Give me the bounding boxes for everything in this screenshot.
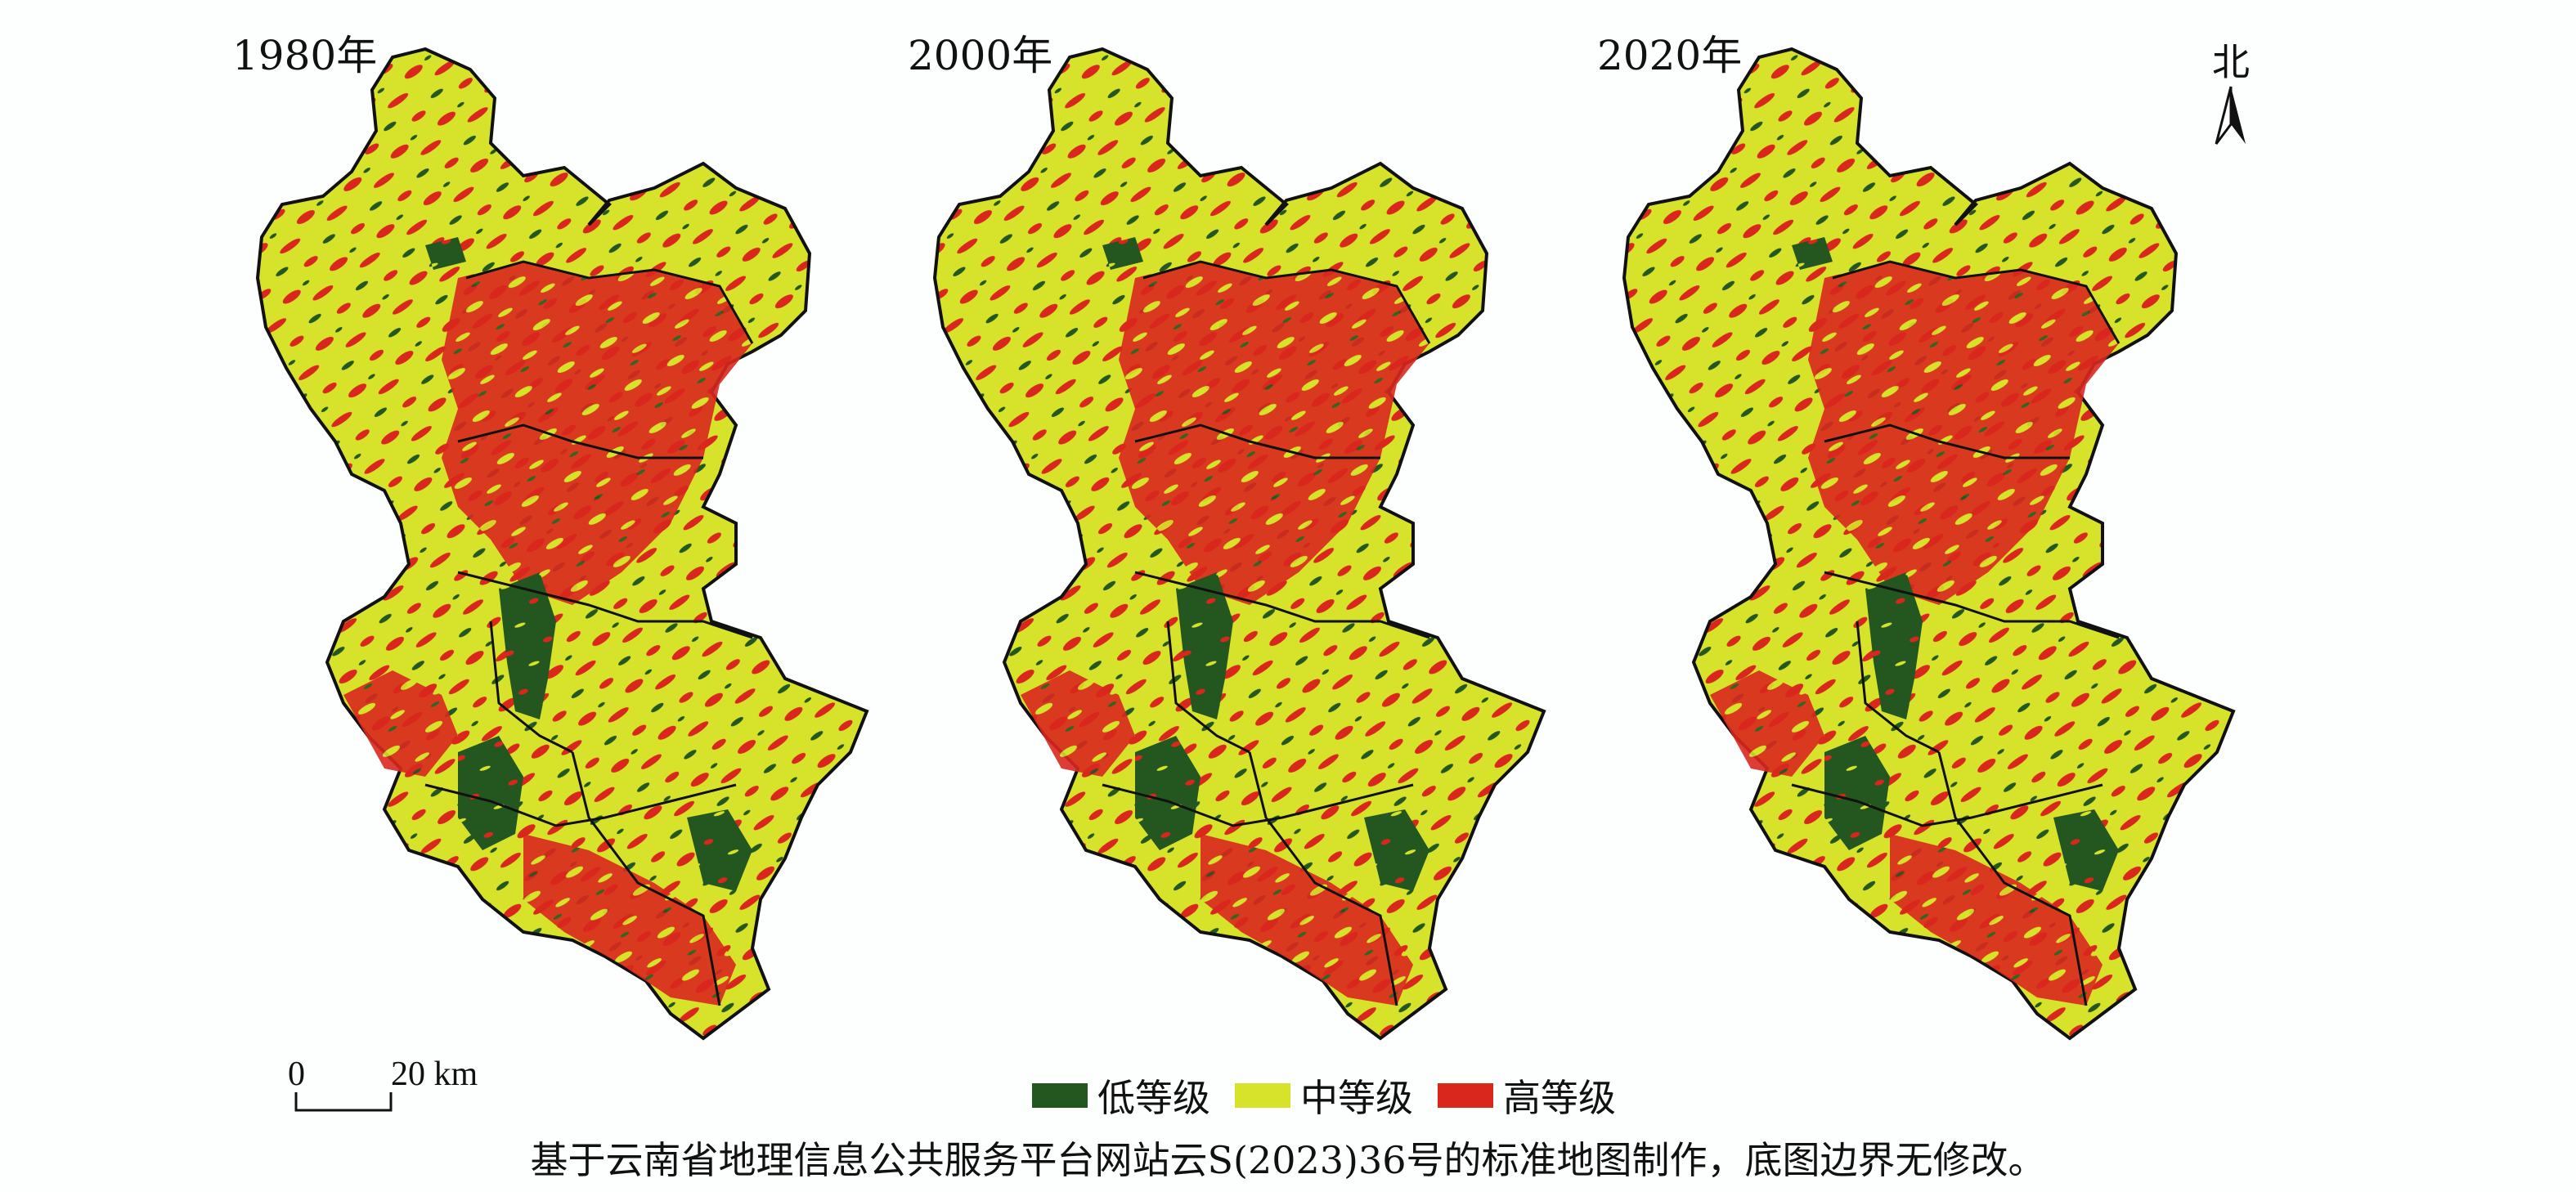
scale-distance: 20 km: [391, 1055, 478, 1093]
legend-label-low: 低等级: [1097, 1076, 1210, 1120]
legend-swatch-mid: [1235, 1083, 1290, 1108]
legend-item-low: 低等级: [1032, 1069, 1210, 1123]
legend-item-mid: 中等级: [1235, 1069, 1413, 1123]
map-1980: [256, 47, 868, 1040]
north-label: 北: [2212, 40, 2250, 84]
scale-zero: 0: [288, 1055, 305, 1093]
scale-line: [294, 1092, 393, 1112]
legend-label-mid: 中等级: [1300, 1076, 1413, 1120]
legend-swatch-high: [1438, 1083, 1493, 1108]
map-2000: [933, 47, 1546, 1040]
north-arrow: 北: [2198, 33, 2264, 155]
legend-item-high: 高等级: [1438, 1069, 1616, 1123]
year-label-2020: 2020年: [1597, 32, 1743, 79]
year-label-2000: 2000年: [908, 32, 1053, 79]
legend-swatch-low: [1032, 1083, 1088, 1108]
map-2020: [1622, 47, 2235, 1040]
north-arrow-icon: [2215, 86, 2246, 145]
map-source-caption: 基于云南省地理信息公共服务平台网站云S(2023)36号的标准地图制作，底图边界…: [530, 1138, 2046, 1182]
legend: 低等级 中等级 高等级: [1032, 1071, 1627, 1120]
legend-label-high: 高等级: [1503, 1076, 1616, 1120]
year-label-1980: 1980年: [232, 32, 378, 79]
scale-bar: 0 20 km: [286, 1055, 532, 1120]
